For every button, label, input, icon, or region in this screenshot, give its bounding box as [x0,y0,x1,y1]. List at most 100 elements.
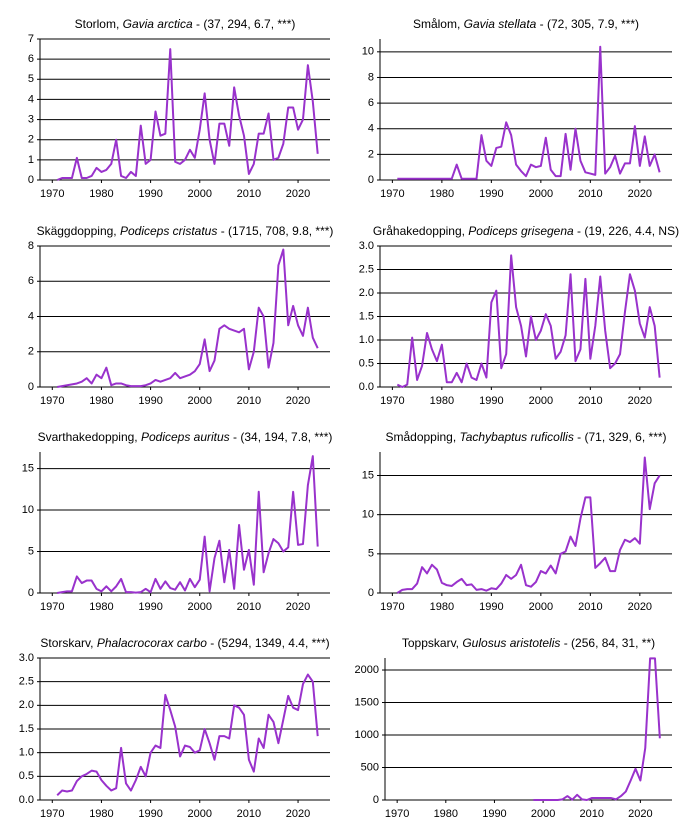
y-tick-label: 3.0 [19,652,34,664]
series-line [57,455,319,594]
y-tick-label: 0 [368,174,374,186]
x-tick-label: 1980 [89,395,113,407]
series-line [397,45,661,180]
panel-title: Svarthakedopping, Podiceps auritus - (34… [38,430,333,444]
x-tick-label: 2020 [628,188,652,200]
y-tick-label: 1.0 [19,747,34,759]
x-tick-label: 2020 [286,395,310,407]
panel-title: Skäggdopping, Podiceps cristatus - (1715… [37,224,334,238]
panel-title: Smålom, Gavia stellata - (72, 305, 7.9, … [413,17,639,31]
title-part: Gråhakedopping, [373,224,468,238]
title-part: Tachybaptus ruficollis [460,430,574,444]
title-part: - (1715, 708, 9.8, ***) [217,224,333,238]
x-tick-label: 2000 [529,188,553,200]
y-tick-label: 8 [28,240,34,252]
panel-title: Storskarv, Phalacrocorax carbo - (5294, … [40,636,329,650]
y-tick-label: 2000 [355,664,379,676]
y-tick-label: 0.0 [359,381,374,393]
x-tick-label: 2020 [286,188,310,200]
x-tick-label: 2000 [188,808,212,820]
y-tick-label: 500 [361,761,379,773]
x-tick-label: 1990 [138,601,162,613]
y-tick-label: 7 [28,33,34,45]
y-tick-label: 5 [28,73,34,85]
title-part: Gavia stellata [464,17,537,31]
x-tick-label: 1990 [479,188,503,200]
y-tick-label: 5 [28,545,34,557]
y-tick-label: 6 [368,97,374,109]
title-part: Skäggdopping, [37,224,120,238]
x-tick-label: 1990 [138,188,162,200]
y-tick-label: 15 [22,462,34,474]
panel-title: Smådopping, Tachybaptus ruficollis - (71… [385,430,666,444]
panel-title: Gråhakedopping, Podiceps grisegena - (19… [373,224,679,238]
y-tick-label: 2 [28,134,34,146]
x-tick-label: 1990 [482,808,506,820]
panel: Storskarv, Phalacrocorax carbo - (5294, … [19,636,330,820]
x-tick-label: 1990 [479,601,503,613]
panel: Storlom, Gavia arctica - (37, 294, 6.7, … [28,17,330,200]
x-tick-label: 2000 [188,395,212,407]
y-tick-label: 2.0 [359,287,374,299]
y-tick-label: 1 [28,154,34,166]
y-tick-label: 2.5 [19,676,34,688]
y-tick-label: 0.5 [19,770,34,782]
y-tick-label: 1000 [355,729,379,741]
title-part: Storlom, [75,17,123,31]
title-part: Podiceps grisegena [468,224,574,238]
x-tick-label: 2000 [188,601,212,613]
panel: Skäggdopping, Podiceps cristatus - (1715… [28,224,334,407]
y-tick-label: 10 [362,509,374,521]
y-tick-label: 0.5 [359,357,374,369]
x-tick-label: 2010 [578,395,602,407]
x-tick-label: 1980 [430,395,454,407]
y-tick-label: 3.0 [359,240,374,252]
y-tick-label: 0 [28,174,34,186]
x-tick-label: 2010 [237,395,261,407]
y-tick-label: 0 [28,381,34,393]
title-part: - (19, 226, 4.4, NS) [574,224,679,238]
y-tick-label: 2.0 [19,699,34,711]
x-tick-label: 1990 [138,395,162,407]
y-tick-label: 1.5 [19,723,34,735]
title-part: - (34, 194, 7.8, ***) [230,430,333,444]
x-tick-label: 2010 [237,188,261,200]
title-part: Storskarv, [40,636,96,650]
panel: Smådopping, Tachybaptus ruficollis - (71… [362,430,672,613]
y-tick-label: 1500 [355,696,379,708]
y-tick-label: 3 [28,113,34,125]
panel-title: Storlom, Gavia arctica - (37, 294, 6.7, … [75,17,296,31]
y-tick-label: 15 [362,469,374,481]
title-part: Gulosus aristotelis [462,636,560,650]
y-tick-label: 0.0 [19,794,34,806]
x-tick-label: 2000 [188,188,212,200]
x-tick-label: 1970 [380,395,404,407]
panel: Toppskarv, Gulosus aristotelis - (256, 8… [355,636,672,820]
series-line [396,254,661,388]
x-tick-label: 1970 [40,808,64,820]
title-part: Podiceps cristatus [120,224,217,238]
title-part: - (72, 305, 7.9, ***) [536,17,639,31]
x-tick-label: 1980 [89,601,113,613]
x-tick-label: 1970 [380,601,404,613]
series-line [533,657,661,801]
x-tick-label: 1990 [138,808,162,820]
y-tick-label: 10 [22,504,34,516]
title-part: - (5294, 1349, 4.4, ***) [207,636,330,650]
x-tick-label: 1980 [430,188,454,200]
y-tick-label: 10 [362,46,374,58]
y-tick-label: 6 [28,53,34,65]
x-tick-label: 2020 [286,601,310,613]
x-tick-label: 2010 [578,188,602,200]
y-tick-label: 6 [28,275,34,287]
title-part: - (256, 84, 31, **) [560,636,655,650]
y-tick-label: 4 [28,310,34,322]
x-tick-label: 2020 [628,395,652,407]
title-part: Smålom, [413,17,464,31]
x-tick-label: 1970 [40,601,64,613]
x-tick-label: 1980 [434,808,458,820]
title-part: Toppskarv, [402,636,462,650]
x-tick-label: 2020 [628,601,652,613]
panel: Smålom, Gavia stellata - (72, 305, 7.9, … [362,17,672,200]
series-line [57,248,319,388]
